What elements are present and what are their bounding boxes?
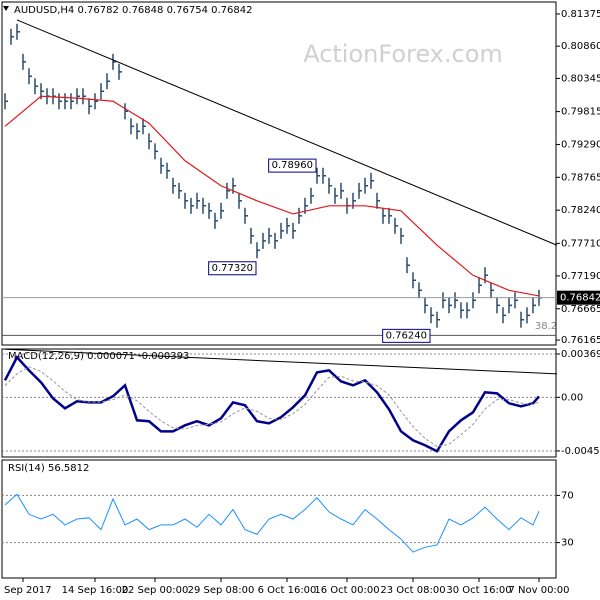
price-header: AUDUSD,H4 0.76782 0.76848 0.76754 0.7684… — [14, 5, 252, 16]
x-tick-label: 16 Oct 00:00 — [314, 585, 379, 596]
y-tick-label: 0.78765 — [561, 172, 600, 183]
annotation-label: 0.78960 — [272, 160, 313, 171]
x-tick-label: 30 Oct 16:00 — [446, 585, 511, 596]
rsi-title: RSI(14) — [8, 463, 45, 474]
y-tick-label: 0.76665 — [561, 304, 600, 315]
y-tick-label: 0.80345 — [561, 73, 600, 84]
annotation-label: 0.76240 — [386, 330, 427, 341]
fib-label: 38.2 — [535, 321, 557, 332]
panel-frame — [1, 348, 557, 458]
annotation-box — [268, 158, 317, 173]
y-tick-label: 0.79290 — [561, 139, 600, 150]
header-close: 0.76842 — [211, 5, 252, 16]
x-tick-label: 7 Sep 2017 — [0, 585, 52, 596]
y-tick-label: 0.79815 — [561, 107, 600, 118]
x-tick-label: 22 Sep 00:00 — [122, 585, 189, 596]
y-tick-label: 0.77190 — [561, 271, 600, 282]
x-tick-label: 7 Nov 00:00 — [508, 585, 569, 596]
y-tick-label: 0.80860 — [561, 41, 600, 52]
y-tick-label: 0.81375 — [561, 9, 600, 20]
trendline — [4, 348, 558, 375]
current-price-box — [557, 290, 600, 305]
y-tick-label: 70 — [561, 490, 574, 501]
annotation-box — [208, 261, 257, 276]
annotation-label: 0.77320 — [212, 263, 253, 274]
trendline — [16, 19, 558, 246]
moving-average — [4, 95, 540, 297]
header-open: 0.76782 — [77, 5, 118, 16]
annotation-box — [382, 328, 431, 343]
panel-frame — [1, 459, 557, 579]
header-high: 0.76848 — [122, 5, 163, 16]
indicator-line — [4, 366, 540, 448]
y-tick-label: 0.00 — [561, 392, 583, 403]
macd-title: MACD(12,26,9) — [8, 351, 84, 362]
y-tick-label: 0.78240 — [561, 205, 600, 216]
current-price-label: 0.76842 — [560, 293, 600, 304]
x-tick-label: 23 Oct 08:00 — [380, 585, 445, 596]
x-tick-label: 6 Oct 16:00 — [258, 585, 317, 596]
panel-frame — [1, 1, 557, 346]
header-symbol: AUDUSD,H4 — [14, 5, 74, 16]
rsi-header: RSI(14) 56.5812 — [8, 463, 89, 474]
header-low: 0.76754 — [167, 5, 208, 16]
x-tick-label: 14 Sep 16:00 — [62, 585, 129, 596]
y-tick-label: 0.76165 — [561, 335, 600, 346]
macd-value: 0.000071 — [87, 351, 135, 362]
x-tick-label: 29 Sep 08:00 — [188, 585, 255, 596]
y-tick-label: 0.77710 — [561, 238, 600, 249]
rsi-value: 56.5812 — [48, 463, 89, 474]
indicator-line — [4, 493, 540, 553]
y-tick-label: 30 — [561, 538, 574, 549]
y-tick-label: 0.003694 — [561, 349, 600, 360]
watermark: ActionForex.com — [303, 40, 503, 68]
header-icon — [3, 6, 9, 11]
y-tick-label: -0.004574 — [561, 446, 600, 457]
